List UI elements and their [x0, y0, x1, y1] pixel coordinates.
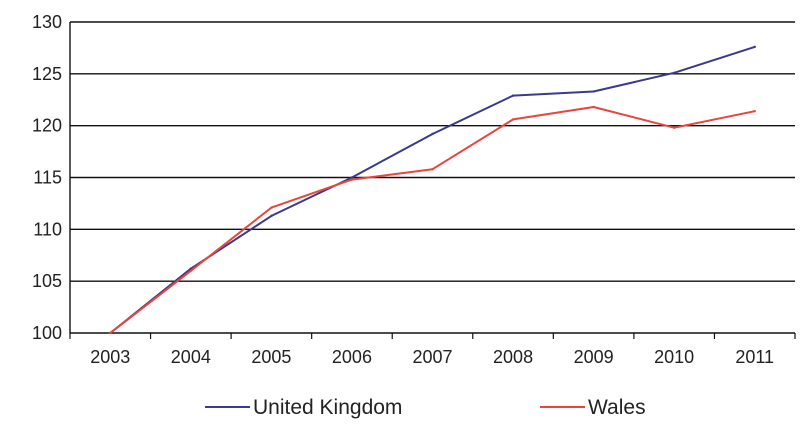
- legend-item-wales: Wales: [540, 396, 646, 419]
- axes: [69, 22, 796, 339]
- y-tick-label: 105: [32, 271, 62, 291]
- data-point: [592, 105, 595, 109]
- x-tick-label: 2008: [493, 347, 533, 367]
- x-tick-label: 2007: [412, 347, 452, 367]
- series-line-wales: [109, 106, 755, 334]
- y-tick-label: 110: [33, 219, 62, 239]
- x-tick-label: 2011: [735, 347, 774, 367]
- data-point: [511, 94, 515, 97]
- legend-item-united-kingdom: United Kingdom: [205, 396, 402, 419]
- data-point: [189, 269, 193, 272]
- data-point: [753, 45, 756, 49]
- data-point: [350, 176, 354, 179]
- legend-label: United Kingdom: [253, 396, 402, 419]
- data-point: [431, 132, 434, 136]
- data-point: [592, 90, 595, 93]
- data-point: [109, 331, 112, 335]
- series-lines: [109, 45, 756, 335]
- y-tick-labels: 100 105 110 115 120 125 130: [32, 12, 62, 343]
- x-tick-label: 2009: [574, 347, 614, 367]
- x-tick-label: 2004: [171, 347, 211, 367]
- gridlines: [70, 21, 795, 282]
- x-tick-label: 2010: [654, 347, 694, 367]
- data-point: [270, 206, 273, 209]
- y-tick-label: 125: [32, 64, 62, 84]
- legend-label: Wales: [588, 396, 646, 419]
- y-tick-label: 130: [32, 12, 62, 32]
- x-tick-label: 2003: [90, 347, 130, 367]
- data-point: [753, 109, 756, 113]
- data-point: [672, 126, 676, 129]
- data-point: [672, 71, 676, 74]
- series-line-united-kingdom: [109, 45, 756, 334]
- legend: United Kingdom Wales: [205, 396, 646, 419]
- x-tick-label: 2005: [251, 347, 291, 367]
- y-tick-label: 120: [32, 116, 62, 136]
- y-tick-label: 100: [32, 323, 62, 343]
- x-tick-labels: 2003 2004 2005 2006 2007 2008 2009 2010 2011: [90, 347, 774, 367]
- y-tick-label: 115: [33, 168, 62, 188]
- data-point: [270, 214, 273, 218]
- data-point: [350, 178, 354, 181]
- data-point: [431, 168, 434, 171]
- data-point: [511, 118, 515, 121]
- x-tick-label: 2006: [332, 347, 372, 367]
